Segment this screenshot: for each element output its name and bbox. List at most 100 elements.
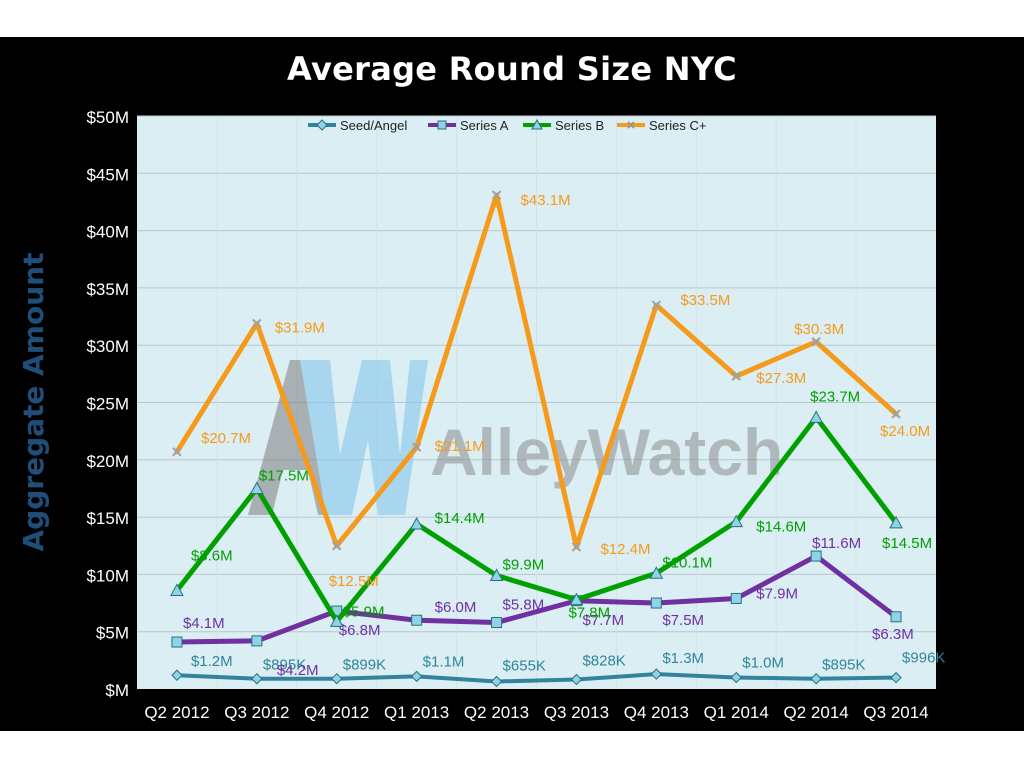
legend-marker [437, 120, 447, 130]
data-point [251, 673, 263, 685]
data-label: $7.7M [582, 612, 624, 629]
data-point [410, 670, 423, 683]
data-label: $27.3M [756, 370, 806, 387]
data-point [489, 568, 504, 582]
legend-label: Seed/Angel [340, 118, 407, 133]
x-tick-label: Q3 2012 [224, 703, 289, 722]
data-point [570, 673, 583, 686]
data-label: $996K [902, 650, 945, 667]
data-point [250, 481, 264, 494]
data-point [251, 635, 263, 647]
x-tick-label: Q4 2012 [304, 703, 369, 722]
data-label: $23.7M [810, 388, 860, 405]
data-point [491, 190, 502, 200]
data-point [729, 514, 744, 528]
data-point [810, 550, 822, 562]
data-label: $6.0M [435, 599, 477, 616]
data-point [569, 592, 584, 606]
data-point [730, 592, 742, 604]
data-label: $4.2M [277, 662, 319, 679]
data-label: $828K [582, 653, 625, 670]
data-point [411, 614, 423, 626]
data-label: $30.3M [794, 321, 844, 338]
data-label: $31.9M [275, 319, 325, 336]
data-point [809, 410, 823, 423]
x-tick-label: Q3 2014 [863, 703, 928, 722]
data-point [490, 675, 503, 688]
data-point-stroke [172, 447, 182, 457]
legend-item: Series C+ [617, 118, 706, 133]
y-tick-label: $45M [86, 165, 129, 184]
data-label: $14.4M [435, 510, 485, 527]
data-label: $5.9M [343, 603, 385, 620]
x-tick-label: Q4 2013 [624, 703, 689, 722]
data-point [890, 671, 902, 684]
data-label: $1.3M [662, 650, 704, 667]
legend-label: Series B [555, 118, 604, 133]
data-label: $1.2M [191, 653, 233, 670]
legend-label: Series C+ [649, 118, 706, 133]
data-point [571, 542, 582, 552]
data-label: $33.5M [680, 292, 730, 309]
data-point-stroke [411, 442, 422, 452]
data-label: $895K [822, 657, 865, 674]
data-point [171, 636, 183, 648]
x-tick-label: Q2 2012 [144, 703, 209, 722]
data-point [731, 371, 741, 381]
data-point-stroke [571, 542, 582, 552]
data-point [649, 566, 664, 579]
y-tick-label: $M [105, 681, 129, 700]
legend-marker [316, 119, 328, 131]
data-point [650, 668, 663, 680]
data-label: $8.6M [191, 547, 233, 564]
data-label: $7.9M [756, 585, 798, 602]
y-tick-label: $50M [86, 108, 129, 127]
legend-item: Series B [523, 118, 604, 133]
data-point-stroke [252, 318, 262, 329]
legend: Seed/Angel Series A Series B Series C+ [308, 118, 706, 133]
data-point [409, 516, 424, 530]
y-tick-label: $35M [86, 280, 129, 299]
data-point [889, 515, 903, 529]
legend-item: Series A [428, 118, 509, 133]
y-tick-label: $5M [96, 624, 129, 643]
series-line [174, 672, 899, 684]
data-label: $9.9M [503, 557, 545, 574]
data-point [890, 611, 902, 623]
data-point [651, 300, 662, 310]
x-tick-label: Q2 2013 [464, 703, 529, 722]
data-point [411, 442, 422, 452]
data-point [491, 617, 503, 629]
y-tick-label: $15M [86, 509, 129, 528]
data-label: $899K [343, 657, 386, 674]
data-label: $1.1M [423, 653, 465, 670]
data-label: $24.0M [880, 423, 930, 440]
legend-item: Seed/Angel [308, 118, 407, 133]
series-line [174, 553, 899, 645]
data-point [171, 669, 183, 681]
data-label: $11.6M [812, 535, 861, 552]
data-label: $12.4M [600, 541, 650, 558]
y-tick-label: $25M [86, 395, 129, 414]
data-label: $6.3M [872, 626, 914, 643]
data-label: $4.1M [183, 615, 225, 632]
data-point [329, 614, 344, 627]
x-tick-label: Q3 2013 [544, 703, 609, 722]
data-point [811, 337, 821, 347]
x-tick-label: Q1 2014 [704, 703, 769, 722]
data-point-stroke [332, 541, 342, 551]
data-point [331, 672, 343, 685]
x-tick-label: Q2 2014 [784, 703, 849, 722]
x-tick-label: Q1 2013 [384, 703, 449, 722]
legend-marker [531, 118, 543, 130]
series-line [174, 414, 899, 624]
data-point-stroke [651, 300, 662, 310]
data-point-stroke [491, 190, 502, 200]
data-point-stroke [891, 409, 901, 419]
data-label: $7.8M [568, 605, 610, 622]
series-line [174, 192, 899, 550]
data-label: $655K [503, 657, 546, 674]
data-point [650, 597, 662, 609]
data-label: $895K [263, 657, 306, 674]
